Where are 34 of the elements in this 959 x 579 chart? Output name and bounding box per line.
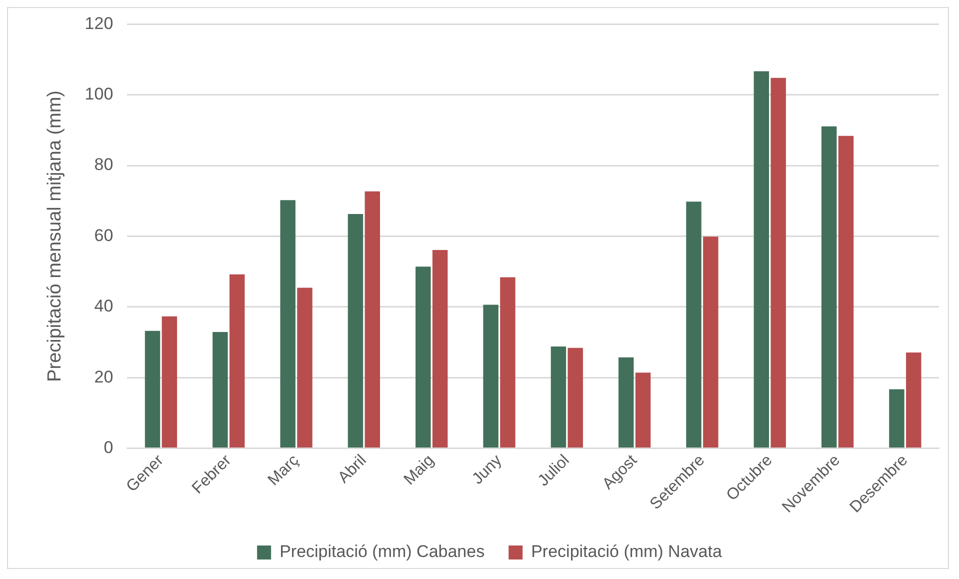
y-tick-label: 120 xyxy=(84,14,114,33)
legend-label: Precipitació (mm) Navata xyxy=(531,542,722,562)
bar xyxy=(297,288,312,448)
bar xyxy=(162,316,178,448)
y-tick-label: 0 xyxy=(104,438,114,457)
bar xyxy=(906,352,922,448)
y-tick-label: 20 xyxy=(94,367,114,386)
bar xyxy=(770,78,786,448)
bar xyxy=(364,191,380,448)
bar xyxy=(483,304,498,448)
bar xyxy=(821,126,837,448)
y-tick-label: 80 xyxy=(94,155,114,174)
y-tick-label: 60 xyxy=(94,226,114,245)
bar xyxy=(635,372,651,448)
bar xyxy=(280,200,296,448)
bar xyxy=(229,274,245,448)
bar xyxy=(144,330,160,448)
bar xyxy=(550,346,566,448)
bar xyxy=(838,136,854,448)
y-tick-label: 100 xyxy=(84,84,114,104)
bar xyxy=(686,202,702,448)
y-axis-title: Precipitació mensual mitjana (mm) xyxy=(44,90,66,382)
bar xyxy=(703,236,718,448)
bar xyxy=(416,266,431,448)
bar xyxy=(754,71,770,448)
bar xyxy=(568,348,583,448)
y-tick-label: 40 xyxy=(94,296,114,316)
bar xyxy=(500,277,516,448)
legend-label: Precipitació (mm) Cabanes xyxy=(280,542,485,562)
bar xyxy=(889,389,904,448)
bar xyxy=(348,214,364,448)
bar xyxy=(212,332,228,448)
bar xyxy=(432,250,448,448)
bar xyxy=(618,357,634,448)
